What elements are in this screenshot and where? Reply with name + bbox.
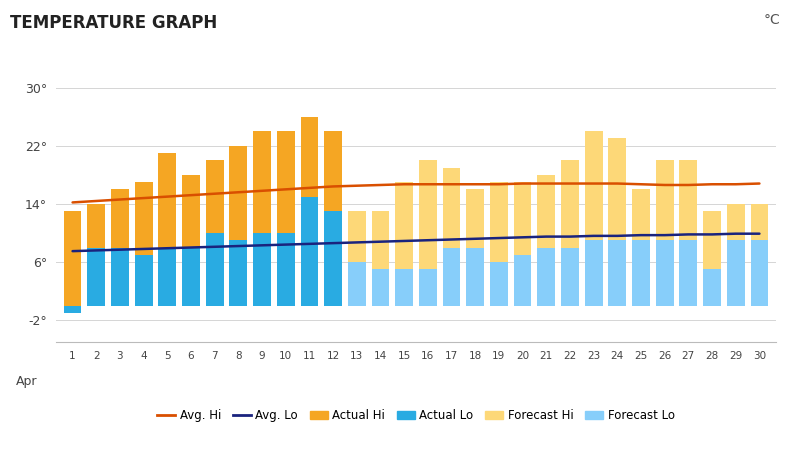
Bar [727, 204, 745, 240]
Legend: Avg. Hi, Avg. Lo, Actual Hi, Actual Lo, Forecast Hi, Forecast Lo: Avg. Hi, Avg. Lo, Actual Hi, Actual Lo, … [153, 405, 679, 427]
Bar [395, 269, 413, 306]
Bar [750, 240, 768, 306]
Bar [230, 146, 247, 240]
Bar [538, 248, 555, 306]
Text: Apr: Apr [17, 374, 38, 387]
Bar [679, 240, 698, 306]
Bar [87, 248, 105, 306]
Bar [158, 153, 176, 248]
Bar [64, 211, 82, 306]
Bar [324, 131, 342, 211]
Bar [514, 182, 531, 255]
Bar [727, 240, 745, 306]
Bar [253, 233, 271, 306]
Bar [466, 189, 484, 248]
Bar [585, 240, 602, 306]
Bar [206, 160, 223, 233]
Bar [538, 175, 555, 248]
Bar [442, 167, 461, 248]
Bar [419, 160, 437, 269]
Bar [442, 248, 461, 306]
Bar [632, 189, 650, 240]
Bar [253, 131, 271, 233]
Bar [182, 248, 200, 306]
Bar [277, 131, 294, 233]
Bar [656, 240, 674, 306]
Bar [206, 233, 223, 306]
Bar [466, 248, 484, 306]
Bar [609, 139, 626, 240]
Bar [230, 240, 247, 306]
Bar [348, 211, 366, 262]
Bar [703, 269, 721, 306]
Bar [301, 197, 318, 306]
Text: °C: °C [763, 14, 780, 27]
Bar [111, 189, 129, 248]
Bar [134, 255, 153, 306]
Bar [561, 248, 579, 306]
Bar [419, 269, 437, 306]
Bar [656, 160, 674, 240]
Bar [277, 233, 294, 306]
Bar [703, 211, 721, 269]
Bar [514, 255, 531, 306]
Bar [158, 248, 176, 306]
Bar [585, 131, 602, 240]
Bar [87, 204, 105, 248]
Bar [134, 182, 153, 255]
Bar [324, 211, 342, 306]
Bar [679, 160, 698, 240]
Bar [348, 262, 366, 306]
Bar [632, 240, 650, 306]
Text: TEMPERATURE GRAPH: TEMPERATURE GRAPH [10, 14, 217, 32]
Bar [490, 262, 508, 306]
Bar [371, 269, 390, 306]
Bar [561, 160, 579, 248]
Bar [395, 182, 413, 269]
Bar [750, 204, 768, 240]
Bar [182, 175, 200, 248]
Bar [490, 182, 508, 262]
Bar [111, 248, 129, 306]
Bar [64, 211, 82, 313]
Bar [301, 117, 318, 197]
Bar [609, 240, 626, 306]
Bar [371, 211, 390, 269]
